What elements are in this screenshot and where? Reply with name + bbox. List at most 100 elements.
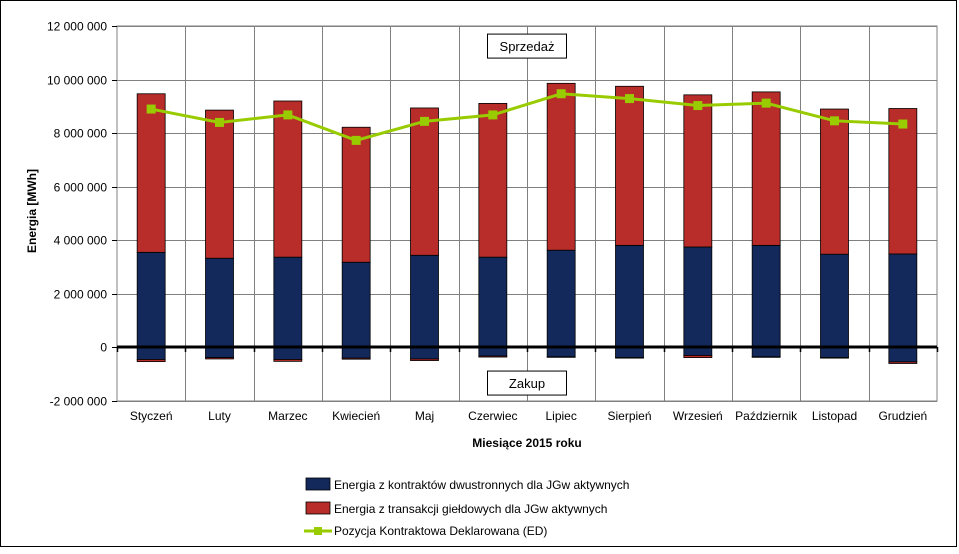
bar-gielda-7 — [615, 85, 644, 246]
bar-gielda-zakup-4 — [410, 358, 439, 361]
line-ed — [150, 92, 903, 142]
bar-kontrakty-zakup-2 — [273, 347, 303, 360]
y-axis-title: Energia [MWh] — [25, 169, 39, 253]
point-ed-3 — [351, 135, 361, 145]
x-tick-label: Czerwiec — [468, 409, 517, 423]
x-axis-title: Miesiące 2015 roku — [472, 436, 581, 450]
bar-gielda-9 — [751, 91, 781, 246]
point-ed-11 — [898, 119, 908, 129]
x-tick-label: Kwiecień — [332, 409, 380, 423]
y-tick-label: 12 000 000 — [47, 20, 107, 34]
y-tick-label: 2 000 000 — [54, 288, 108, 302]
bar-kontrakty-10 — [820, 253, 849, 348]
x-tick-label: Styczeń — [130, 409, 173, 423]
legend-item: Energia z kontraktów dwustronnych dla JG… — [305, 477, 629, 492]
bar-gielda-zakup-11 — [888, 361, 918, 364]
legend-swatch-gielda — [305, 501, 331, 515]
bar-kontrakty-0 — [136, 251, 166, 348]
y-tick-label: 6 000 000 — [54, 181, 108, 195]
annotation-label: Zakup — [509, 376, 545, 391]
annotation-box — [487, 33, 567, 59]
bar-gielda-4 — [410, 107, 439, 256]
bar-kontrakty-2 — [273, 256, 303, 348]
bar-gielda-10 — [820, 108, 849, 255]
legend-item: Energia z transakcji giełdowych dla JGw … — [305, 501, 607, 516]
point-ed-9 — [761, 98, 771, 108]
x-tick-label: Maj — [415, 409, 434, 423]
x-axis-ticks: Styczeń Luty Marzec Kwiecień Maj Czerwiec Lipi… — [116, 347, 939, 423]
annotation-label: Sprzedaż — [500, 39, 555, 54]
bar-kontrakty-zakup-4 — [410, 347, 439, 360]
bar-kontrakty-zakup-9 — [751, 347, 781, 358]
bar-gielda-1 — [205, 109, 234, 259]
bar-gielda-zakup-3 — [341, 357, 371, 360]
bar-kontrakty-3 — [341, 261, 371, 348]
y-tick-label: 0 — [100, 341, 107, 355]
bar-gielda-11 — [888, 108, 918, 255]
bar-kontrakty-zakup-1 — [205, 347, 234, 359]
y-tick-label: 10 000 000 — [47, 74, 107, 88]
line-series — [146, 89, 908, 145]
bar-kontrakty-zakup-11 — [888, 347, 918, 363]
bar-gielda-zakup-8 — [683, 355, 713, 359]
point-ed-10 — [830, 116, 839, 126]
bar-kontrakty-zakup-10 — [820, 347, 849, 359]
point-ed-2 — [283, 110, 293, 120]
bar-kontrakty-zakup-6 — [546, 347, 576, 358]
legend-item: Pozycja Kontraktowa Deklarowana (ED) — [304, 524, 547, 538]
bar-gielda-6 — [546, 82, 576, 251]
point-ed-4 — [420, 116, 429, 126]
bar-gielda-zakup-7 — [615, 357, 644, 359]
point-ed-8 — [693, 101, 703, 111]
bar-kontrakty-4 — [410, 254, 439, 348]
bar-kontrakty-9 — [751, 244, 781, 348]
bar-gielda-2 — [273, 100, 303, 258]
bar-gielda-zakup-5 — [478, 355, 508, 358]
y-tick-label: 8 000 000 — [54, 127, 108, 141]
bar-gielda-3 — [341, 126, 371, 263]
x-tick-label: Marzec — [268, 409, 307, 423]
bar-kontrakty-zakup-3 — [341, 347, 371, 359]
bars — [136, 82, 918, 364]
bar-gielda-8 — [683, 94, 713, 248]
bar-kontrakty-7 — [615, 244, 644, 348]
point-ed-1 — [215, 117, 224, 127]
x-tick-label: Grudzień — [878, 409, 927, 423]
bar-kontrakty-5 — [478, 256, 508, 348]
y-axis-ticks: 12 000 000 10 000 000 8 000 000 6 000 000 4 … — [47, 20, 117, 409]
point-ed-5 — [488, 110, 498, 120]
bar-gielda-5 — [478, 103, 508, 258]
x-tick-label: Lipiec — [545, 409, 576, 423]
x-tick-label: Październik — [735, 409, 798, 423]
point-ed-0 — [146, 104, 156, 114]
y-tick-label: -2 000 000 — [50, 395, 108, 409]
bar-gielda-zakup-0 — [136, 359, 166, 363]
bar-gielda-zakup-10 — [820, 357, 849, 359]
annotation-box — [487, 370, 567, 396]
point-ed-6 — [556, 89, 566, 99]
bar-gielda-zakup-2 — [273, 359, 303, 362]
bar-kontrakty-zakup-0 — [136, 347, 166, 360]
bar-kontrakty-11 — [888, 253, 918, 348]
x-tick-label: Listopad — [812, 409, 857, 423]
legend-swatch-kontrakty — [305, 477, 331, 491]
annotation-zakup: Zakup — [487, 370, 567, 396]
bar-kontrakty-8 — [683, 246, 713, 348]
bar-gielda-zakup-9 — [751, 356, 781, 358]
bar-kontrakty-zakup-5 — [478, 347, 508, 357]
gridlines — [117, 26, 937, 402]
annotation-sprzedaz: Sprzedaż — [487, 33, 567, 59]
point-ed-7 — [625, 94, 634, 104]
legend-label: Pozycja Kontraktowa Deklarowana (ED) — [334, 524, 547, 538]
x-tick-label: Wrzesień — [673, 409, 723, 423]
legend: Energia z kontraktów dwustronnych dla JG… — [304, 477, 629, 538]
legend-label: Energia z kontraktów dwustronnych dla JG… — [334, 478, 629, 492]
x-tick-label: Luty — [208, 409, 231, 423]
bar-gielda-zakup-6 — [546, 356, 576, 358]
legend-label: Energia z transakcji giełdowych dla JGw … — [334, 502, 607, 516]
y-tick-label: 4 000 000 — [54, 234, 108, 248]
bar-kontrakty-zakup-7 — [615, 347, 644, 359]
bar-kontrakty-zakup-8 — [683, 347, 713, 356]
bar-kontrakty-6 — [546, 249, 576, 348]
